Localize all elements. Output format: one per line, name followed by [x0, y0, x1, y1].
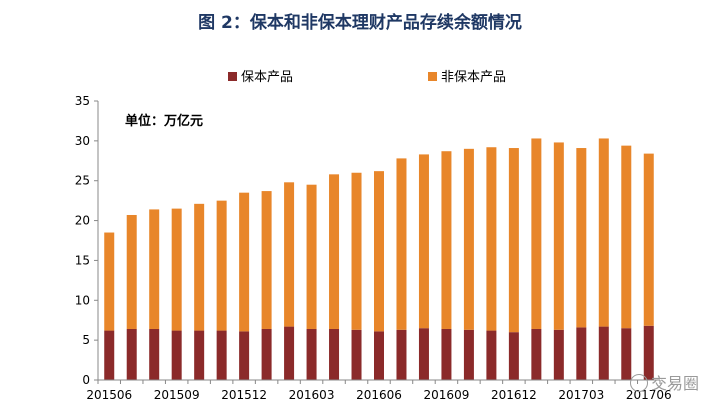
- x-tick-label: 201512: [221, 388, 267, 402]
- x-tick-label: 201612: [491, 388, 537, 402]
- bar-segment-guaranteed: [508, 332, 519, 380]
- bar-segment-non-guaranteed: [126, 214, 137, 329]
- bar-segment-guaranteed: [643, 325, 654, 380]
- bar-segment-non-guaranteed: [508, 148, 519, 333]
- bar-segment-guaranteed: [441, 328, 452, 380]
- bar-segment-guaranteed: [329, 328, 340, 380]
- bar-segment-guaranteed: [126, 328, 137, 380]
- y-tick-label: 35: [75, 94, 90, 108]
- legend-label: 非保本产品: [441, 70, 506, 85]
- bar-segment-guaranteed: [239, 331, 250, 380]
- bar-segment-non-guaranteed: [531, 138, 542, 329]
- bar-segment-non-guaranteed: [598, 138, 609, 327]
- watermark-text: 交易圈: [651, 374, 700, 393]
- x-tick-label: 201509: [154, 388, 200, 402]
- bar-segment-non-guaranteed: [239, 192, 250, 332]
- bar-segment-non-guaranteed: [261, 191, 272, 329]
- bar-segment-guaranteed: [396, 329, 407, 380]
- bar-segment-non-guaranteed: [621, 145, 632, 329]
- bar-segment-guaranteed: [104, 330, 115, 380]
- y-tick-label: 10: [75, 293, 90, 307]
- legend-label: 保本产品: [241, 70, 293, 85]
- bar-segment-non-guaranteed: [418, 154, 429, 329]
- bars: [104, 138, 654, 380]
- bar-segment-non-guaranteed: [351, 172, 362, 330]
- bar-segment-guaranteed: [306, 328, 317, 380]
- y-tick-label: 30: [75, 134, 90, 148]
- bar-segment-guaranteed: [598, 326, 609, 380]
- bar-segment-guaranteed: [374, 331, 384, 380]
- bar-segment-non-guaranteed: [149, 209, 160, 329]
- bar-segment-guaranteed: [418, 328, 429, 380]
- bar-segment-guaranteed: [576, 327, 587, 380]
- legend: 保本产品 非保本产品: [228, 70, 506, 85]
- bar-segment-guaranteed: [284, 326, 295, 380]
- bar-segment-guaranteed: [531, 328, 542, 380]
- x-tick-label: 201606: [356, 388, 402, 402]
- watermark: 交易圈: [630, 370, 699, 394]
- bar-segment-guaranteed: [149, 328, 160, 380]
- x-tick-label: 201609: [424, 388, 470, 402]
- bar-segment-non-guaranteed: [463, 148, 474, 330]
- bar-segment-guaranteed: [171, 330, 182, 380]
- bar-segment-guaranteed: [621, 328, 632, 380]
- bar-segment-guaranteed: [216, 330, 227, 380]
- bar-segment-non-guaranteed: [576, 148, 587, 328]
- y-axis: 0 5 10 15 20 25 30 35: [75, 94, 99, 387]
- bar-segment-guaranteed: [351, 329, 362, 380]
- bar-segment-guaranteed: [194, 330, 205, 380]
- circle-logo-icon: [630, 374, 648, 392]
- y-tick-label: 0: [82, 373, 90, 387]
- x-tick-label: 201703: [558, 388, 604, 402]
- bar-segment-non-guaranteed: [171, 208, 182, 331]
- bar-segment-non-guaranteed: [396, 158, 407, 330]
- x-tick-label: 201603: [289, 388, 335, 402]
- y-tick-label: 20: [75, 214, 90, 228]
- bar-segment-non-guaranteed: [306, 184, 317, 329]
- bar-segment-non-guaranteed: [216, 200, 227, 331]
- y-tick-label: 15: [75, 253, 90, 267]
- x-axis: 201506 201509 201512 201603 201606 201609 2016…: [86, 379, 672, 402]
- y-tick-label: 25: [75, 174, 90, 188]
- bar-segment-non-guaranteed: [441, 151, 452, 329]
- bar-segment-guaranteed: [486, 330, 497, 380]
- bar-segment-non-guaranteed: [374, 171, 384, 332]
- x-tick-label: 201506: [86, 388, 132, 402]
- bar-segment-non-guaranteed: [104, 232, 115, 331]
- bar-segment-non-guaranteed: [643, 153, 654, 326]
- bar-segment-guaranteed: [553, 329, 564, 380]
- bar-segment-non-guaranteed: [194, 203, 205, 331]
- bar-segment-non-guaranteed: [284, 182, 295, 327]
- bar-segment-guaranteed: [261, 328, 272, 380]
- chart-title: 图 2：保本和非保本理财产品存续余额情况: [198, 13, 522, 33]
- unit-label: 单位：万亿元: [125, 113, 203, 129]
- legend-swatch: [228, 72, 237, 81]
- y-tick-label: 5: [82, 333, 90, 347]
- legend-swatch: [428, 72, 437, 81]
- bar-segment-non-guaranteed: [329, 174, 340, 329]
- bar-segment-non-guaranteed: [486, 147, 497, 331]
- bar-segment-non-guaranteed: [553, 142, 564, 330]
- bar-segment-guaranteed: [463, 329, 474, 380]
